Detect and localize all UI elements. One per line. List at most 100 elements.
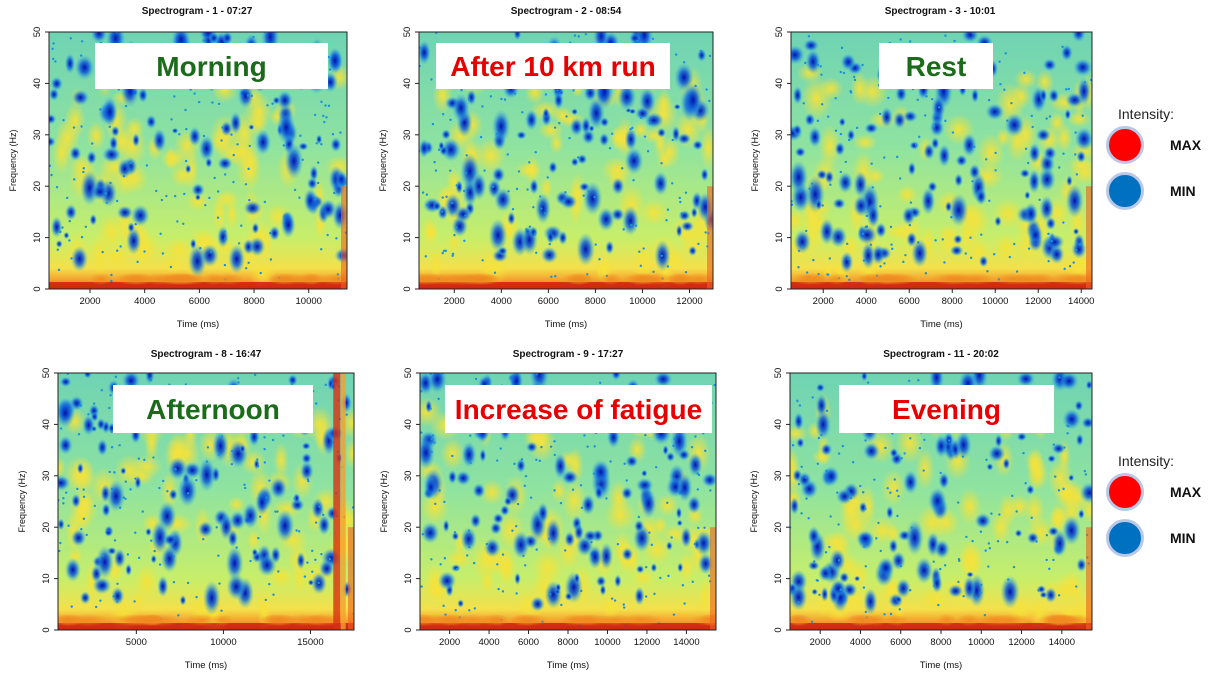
y-tick-label: 50 bbox=[773, 368, 784, 379]
low-intensity-blob bbox=[49, 87, 60, 101]
heat-patch bbox=[479, 479, 505, 506]
low-intensity-blob bbox=[885, 505, 894, 520]
low-intensity-blob bbox=[1051, 442, 1066, 455]
heat-patch bbox=[852, 133, 878, 152]
low-intensity-blob bbox=[902, 110, 918, 123]
speckle bbox=[444, 249, 448, 253]
low-intensity-blob bbox=[1028, 169, 1041, 194]
speckle bbox=[244, 183, 248, 186]
speckle bbox=[197, 100, 201, 104]
speckle bbox=[320, 100, 323, 104]
heat-patch bbox=[450, 273, 497, 285]
x-tick-label: 14000 bbox=[1068, 296, 1094, 307]
low-intensity-blob bbox=[675, 224, 683, 238]
speckle bbox=[237, 242, 241, 245]
low-intensity-blob bbox=[792, 86, 803, 105]
speckle bbox=[553, 453, 556, 457]
low-intensity-blob bbox=[1039, 195, 1055, 222]
speckle bbox=[230, 462, 234, 466]
speckle bbox=[184, 159, 188, 163]
speckle bbox=[1081, 114, 1084, 117]
y-tick-label: 20 bbox=[773, 522, 784, 533]
speckle bbox=[259, 271, 262, 275]
speckle bbox=[472, 561, 476, 565]
speckle bbox=[236, 377, 240, 380]
speckle bbox=[351, 506, 354, 509]
speckle bbox=[986, 270, 989, 273]
speckle bbox=[52, 57, 55, 61]
low-intensity-blob bbox=[160, 545, 178, 573]
heat-patch bbox=[227, 496, 246, 513]
speckle bbox=[985, 458, 988, 461]
speckle bbox=[529, 496, 533, 499]
low-intensity-blob bbox=[530, 596, 545, 612]
speckle bbox=[314, 402, 318, 405]
speckle bbox=[944, 34, 947, 37]
speckle bbox=[864, 439, 867, 442]
speckle bbox=[898, 177, 902, 180]
low-intensity-blob bbox=[687, 495, 701, 514]
speckle bbox=[73, 178, 76, 181]
speckle bbox=[865, 214, 869, 218]
low-intensity-blob bbox=[875, 222, 887, 239]
speckle bbox=[707, 574, 711, 577]
speckle bbox=[613, 599, 617, 602]
speckle bbox=[648, 531, 651, 534]
low-intensity-blob bbox=[790, 496, 800, 516]
low-intensity-blob bbox=[1014, 529, 1023, 538]
speckle bbox=[303, 575, 307, 578]
speckle bbox=[538, 459, 541, 463]
speckle bbox=[110, 273, 113, 277]
heat-patch bbox=[699, 125, 713, 170]
annotation-box bbox=[95, 43, 328, 89]
low-intensity-blob bbox=[1026, 484, 1035, 495]
low-intensity-blob bbox=[151, 520, 169, 554]
y-tick-label: 10 bbox=[41, 573, 52, 584]
heat-patch bbox=[790, 424, 809, 443]
speckle bbox=[862, 491, 865, 494]
x-tick-label: 6000 bbox=[899, 296, 920, 307]
low-intensity-blob bbox=[934, 434, 948, 458]
speckle bbox=[438, 489, 441, 492]
low-intensity-blob bbox=[561, 470, 579, 485]
speckle bbox=[195, 595, 198, 599]
heat-patch bbox=[915, 447, 935, 491]
speckle bbox=[694, 84, 697, 88]
y-axis-label: Frequency (Hz) bbox=[8, 129, 18, 191]
speckle bbox=[249, 559, 252, 563]
speckle bbox=[836, 491, 839, 494]
speckle bbox=[923, 114, 927, 117]
speckle bbox=[1052, 443, 1055, 446]
low-intensity-blob bbox=[988, 445, 1006, 463]
speckle bbox=[871, 186, 874, 189]
y-tick-label: 20 bbox=[402, 181, 413, 192]
speckle bbox=[326, 233, 329, 237]
low-intensity-blob bbox=[837, 171, 854, 194]
speckle bbox=[1037, 589, 1040, 592]
low-intensity-blob bbox=[284, 142, 304, 180]
speckle bbox=[815, 578, 819, 582]
low-intensity-blob bbox=[200, 244, 219, 268]
speckle bbox=[441, 196, 444, 199]
speckle bbox=[811, 182, 814, 185]
low-intensity-blob bbox=[1072, 227, 1080, 236]
low-intensity-blob bbox=[1023, 202, 1039, 225]
low-intensity-blob bbox=[162, 533, 179, 546]
low-intensity-blob bbox=[242, 502, 259, 529]
speckle bbox=[503, 98, 507, 101]
speckle bbox=[605, 497, 608, 500]
speckle bbox=[199, 247, 202, 250]
speckle bbox=[694, 435, 697, 438]
low-intensity-blob bbox=[451, 564, 461, 572]
speckle bbox=[957, 501, 960, 504]
speckle bbox=[70, 605, 73, 608]
speckle bbox=[217, 453, 221, 456]
speckle bbox=[988, 547, 992, 550]
speckle bbox=[1045, 117, 1048, 120]
low-intensity-blob bbox=[208, 32, 220, 45]
speckle bbox=[812, 258, 815, 262]
speckle bbox=[957, 557, 961, 561]
low-intensity-blob bbox=[76, 462, 84, 475]
low-intensity-blob bbox=[104, 529, 113, 537]
annotation-label: Morning bbox=[156, 51, 266, 82]
